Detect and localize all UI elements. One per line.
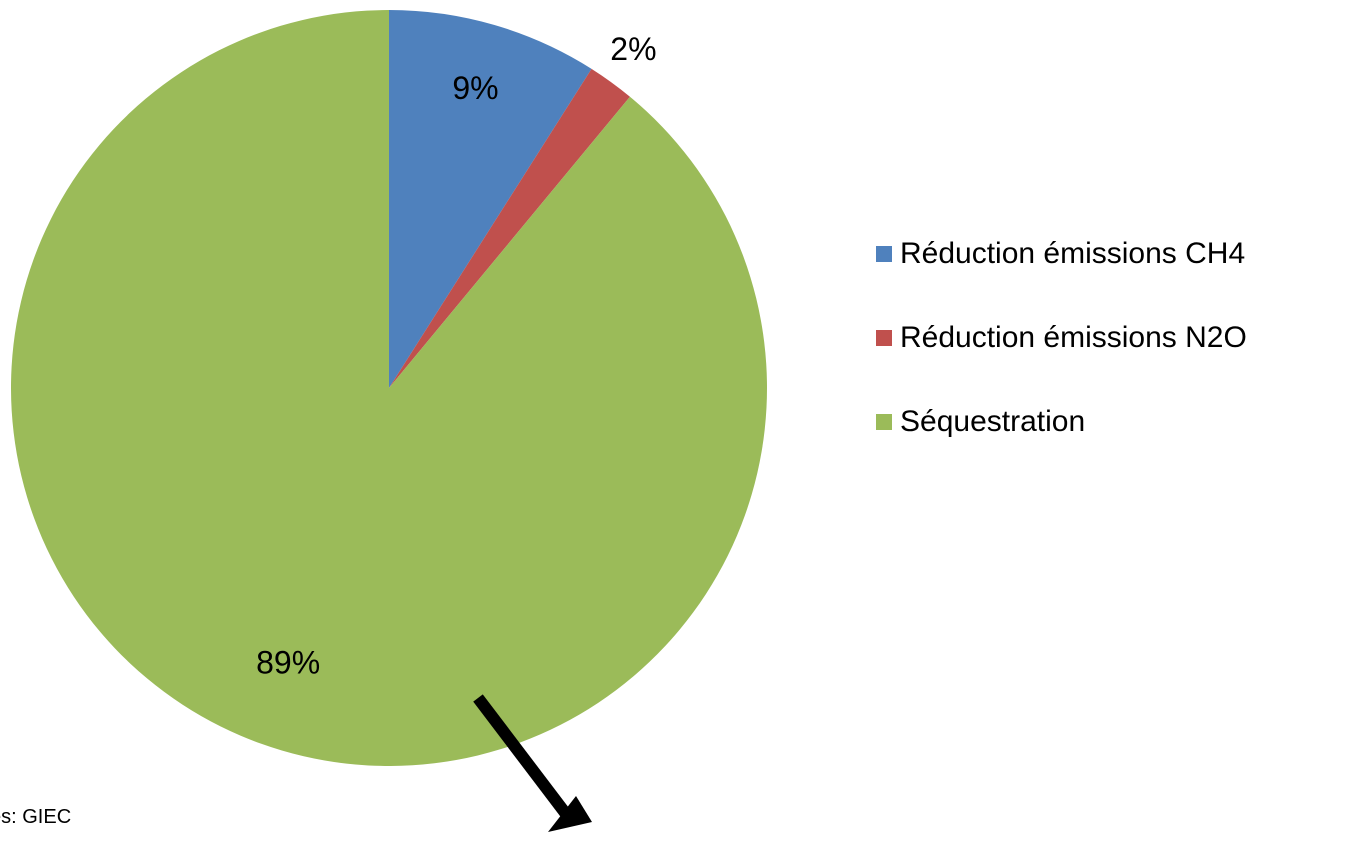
arrow-head <box>548 796 592 832</box>
legend-swatch-n2o <box>876 330 892 346</box>
source-note: es: GIEC <box>0 806 72 828</box>
legend-swatch-sequestration <box>876 414 892 430</box>
chart-legend: Réduction émissions CH4 Réduction émissi… <box>876 232 1247 484</box>
legend-label-n2o: Réduction émissions N2O <box>900 321 1247 354</box>
pie-slice-2 <box>10 10 768 767</box>
pie-data-labels: 9% 2% 89% <box>256 31 656 680</box>
legend-label-ch4: Réduction émissions CH4 <box>900 237 1246 270</box>
data-label-0: 9% <box>452 70 498 106</box>
annotation-arrow <box>473 694 592 832</box>
data-label-1: 2% <box>610 31 656 67</box>
pie-slices <box>10 10 768 767</box>
legend-label-sequestration: Séquestration <box>900 405 1086 438</box>
pie-slice-0 <box>389 10 592 388</box>
legend-item-sequestration: Séquestration <box>876 400 1247 444</box>
legend-item-ch4: Réduction émissions CH4 <box>876 232 1247 276</box>
arrow-shaft <box>473 694 571 818</box>
legend-item-n2o: Réduction émissions N2O <box>876 316 1247 360</box>
data-label-2: 89% <box>256 645 320 681</box>
legend-swatch-ch4 <box>876 246 892 262</box>
pie-slice-1 <box>389 68 630 388</box>
